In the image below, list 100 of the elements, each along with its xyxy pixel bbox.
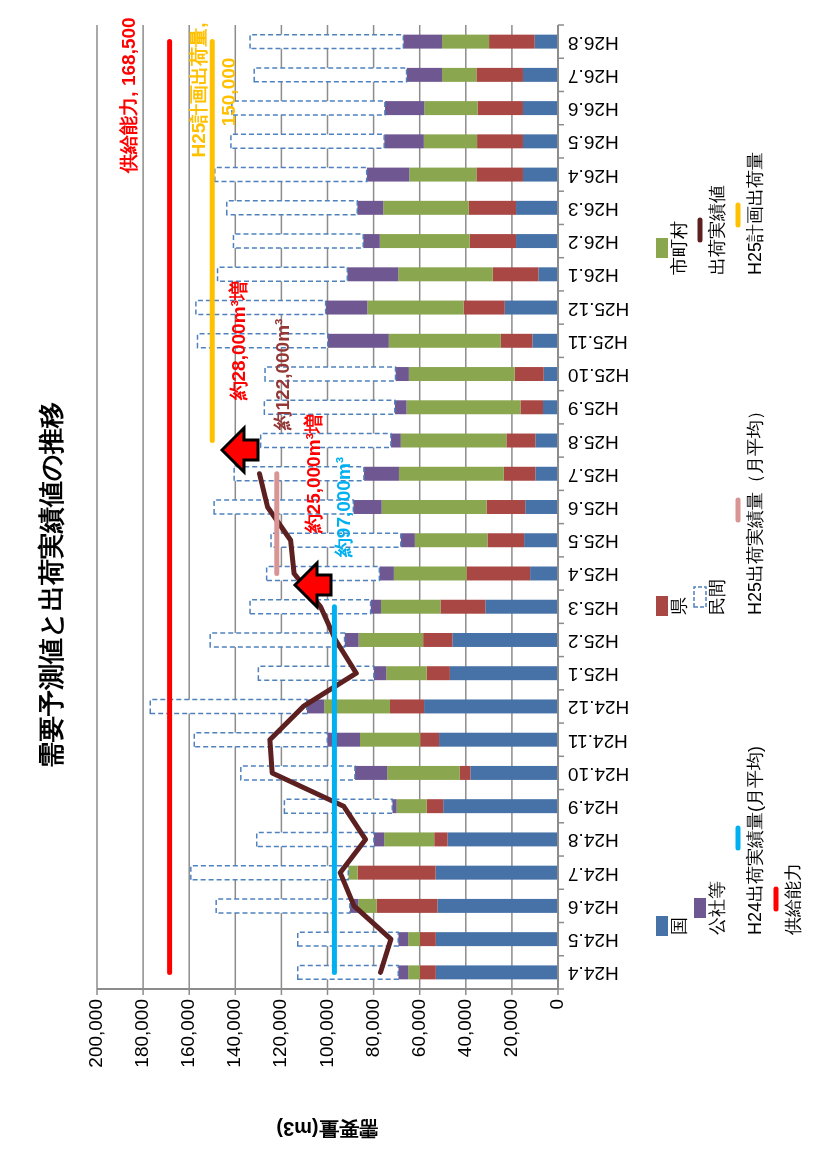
y-tick-label: H25.6 — [568, 497, 619, 519]
bar — [379, 234, 470, 249]
bar — [394, 400, 407, 415]
bar — [534, 34, 558, 49]
bar — [522, 134, 558, 149]
y-tick-label: H24.12 — [568, 697, 630, 719]
legend-label: 市町村 — [668, 221, 689, 275]
bar — [406, 400, 521, 415]
y-tick-label: H26.2 — [568, 232, 619, 254]
bar — [358, 632, 424, 647]
bar — [384, 101, 425, 116]
legend-label: H24出荷実績量(月平均) — [744, 745, 765, 935]
x-tick-label: 140,000 — [223, 999, 245, 1068]
legend-label: 公社等 — [706, 881, 727, 935]
x-tick-label: 80,000 — [361, 999, 383, 1058]
bar — [459, 765, 471, 780]
bar — [470, 765, 558, 780]
y-tick-label: H25.4 — [567, 564, 619, 586]
bar — [344, 632, 359, 647]
legend-label: 国 — [668, 917, 689, 935]
bar — [403, 34, 443, 49]
bar — [389, 699, 425, 714]
annotation: 150,000 — [218, 57, 240, 127]
x-axis-title: 需要量(m3) — [276, 1117, 379, 1140]
bar — [442, 34, 490, 49]
bar — [232, 233, 364, 249]
x-tick-label: 0 — [546, 999, 568, 1010]
bar — [476, 167, 523, 182]
bar — [426, 799, 444, 814]
bar — [435, 865, 558, 880]
y-tick-label: H25.3 — [568, 597, 619, 619]
bar — [400, 433, 507, 448]
bar — [520, 400, 544, 415]
bar — [469, 234, 517, 249]
bar — [434, 832, 448, 847]
bar — [466, 566, 531, 581]
y-tick-label: H25.11 — [568, 331, 628, 353]
bar — [380, 599, 441, 614]
bar — [366, 167, 410, 182]
bar — [149, 698, 308, 715]
bar — [408, 965, 420, 980]
bar — [327, 333, 389, 348]
bar — [424, 101, 478, 116]
bar — [426, 666, 450, 681]
x-tick-label: 200,000 — [85, 999, 107, 1068]
x-tick-label: 40,000 — [453, 999, 475, 1058]
bar — [398, 965, 409, 980]
bar — [516, 200, 558, 215]
bar — [500, 333, 533, 348]
bar — [420, 732, 440, 747]
bar — [398, 267, 493, 282]
bar — [398, 932, 409, 947]
legend-label: H25計画出荷量 — [744, 151, 765, 275]
y-tick-label: H25.1 — [568, 664, 619, 686]
y-tick-label: H26.3 — [568, 198, 619, 220]
bar — [215, 898, 351, 914]
y-tick-label: H24.9 — [568, 797, 619, 819]
bar — [522, 67, 558, 82]
bar — [348, 865, 358, 880]
annotation: 約25,000m³増 — [302, 414, 324, 535]
bar — [435, 932, 558, 947]
annotation: 約28,000m³増 — [227, 281, 249, 402]
y-tick-label: H26.7 — [568, 65, 619, 87]
y-tick-label: H25.12 — [568, 298, 630, 320]
bar — [209, 632, 346, 648]
bar — [522, 101, 558, 116]
bar — [253, 67, 408, 83]
bar — [363, 234, 380, 249]
bar — [384, 832, 435, 847]
bar — [376, 898, 438, 913]
bar — [514, 367, 544, 382]
bar — [193, 731, 329, 748]
bar — [297, 964, 400, 981]
bar — [423, 632, 453, 647]
annotation: 約97,000m³ — [332, 456, 354, 559]
y-tick-label: H25.8 — [568, 431, 619, 453]
bar — [530, 566, 558, 581]
bar — [370, 599, 381, 614]
legend-label: 民間 — [706, 579, 727, 615]
bar — [419, 932, 436, 947]
x-tick-label: 100,000 — [315, 999, 337, 1068]
bar — [492, 267, 539, 282]
bar — [387, 765, 460, 780]
y-tick-label: H24.7 — [568, 863, 619, 885]
bar — [543, 400, 558, 415]
bar — [468, 200, 517, 215]
bar — [383, 200, 469, 215]
bar — [324, 699, 390, 714]
bar — [226, 200, 358, 216]
bar — [325, 300, 368, 315]
bar — [354, 765, 388, 780]
bar — [437, 898, 558, 913]
legend-label: H25出荷実績量（月平均） — [744, 401, 765, 615]
bar — [216, 266, 349, 283]
bar — [435, 965, 558, 980]
bar — [373, 666, 387, 681]
x-tick-label: 180,000 — [131, 999, 153, 1068]
legend-label: 県 — [668, 597, 689, 615]
annotation: H25計画出荷量, — [188, 22, 210, 158]
bar — [525, 500, 558, 514]
